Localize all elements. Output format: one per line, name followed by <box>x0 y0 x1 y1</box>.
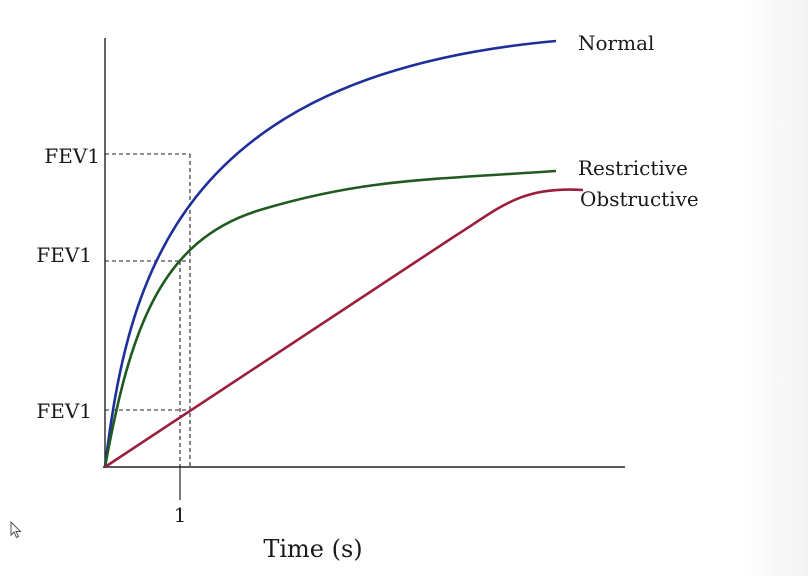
x-tick-label-1: 1 <box>174 503 187 527</box>
series-label-restrictive: Restrictive <box>578 156 688 180</box>
series-label-normal: Normal <box>578 31 654 55</box>
x-axis-title: Time (s) <box>263 535 362 563</box>
series-line-restrictive <box>103 169 557 468</box>
series-label-obstructive: Obstructive <box>580 187 699 211</box>
series-line-normal <box>103 39 557 468</box>
fev1-label-normal: FEV1 <box>44 144 100 168</box>
mouse-pointer-icon <box>10 521 22 539</box>
fev1-label-obstructive: FEV1 <box>36 399 92 423</box>
fev1-label-restrictive: FEV1 <box>36 243 92 267</box>
series-line-obstructive <box>104 188 584 469</box>
